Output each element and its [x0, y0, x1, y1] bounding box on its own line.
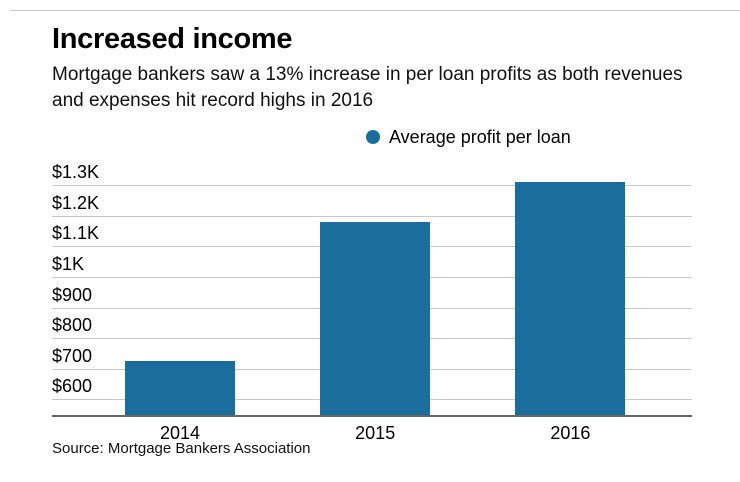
top-border-rule — [10, 10, 740, 11]
gridline-1300 — [52, 185, 692, 187]
x-axis-label-2016: 2016 — [550, 422, 591, 443]
x-axis-label-2015: 2015 — [355, 422, 396, 443]
chart-title: Increased income — [52, 23, 293, 55]
legend-label: Average profit per loan — [389, 126, 571, 147]
chart-subtitle: Mortgage bankers saw a 13% increase in p… — [52, 64, 683, 112]
source-note: Source: Mortgage Bankers Association — [52, 440, 311, 457]
legend: Average profit per loan — [52, 127, 692, 148]
bar-chart-plot-area: $600 $700 $800 $900 $1K $1.1K $1.2K $1.3K 2014 20… — [52, 162, 692, 443]
y-axis-tick-label-700: $700 — [52, 345, 93, 366]
y-axis-tick-label-800: $800 — [52, 315, 93, 336]
bar-2016 — [515, 181, 626, 415]
gridline-1200 — [52, 215, 692, 217]
bar-2014 — [125, 361, 235, 415]
y-axis-tick-label-600: $600 — [52, 376, 93, 397]
y-axis-tick-label-900: $900 — [52, 284, 93, 305]
y-axis-tick-label-1300: $1.3K — [52, 162, 100, 183]
legend-dot-icon — [366, 130, 380, 145]
x-axis-label-2014: 2014 — [159, 422, 201, 443]
y-axis-tick-label-1200: $1.2K — [52, 192, 100, 213]
bar-2015 — [320, 221, 431, 415]
y-axis-tick-label-1100: $1.1K — [52, 223, 100, 244]
y-axis-tick-label-1000: $1K — [52, 253, 85, 274]
